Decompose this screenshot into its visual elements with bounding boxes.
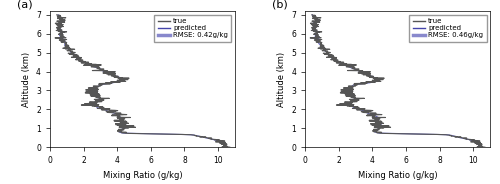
- Text: (a): (a): [16, 0, 32, 10]
- Text: (b): (b): [272, 0, 287, 10]
- Legend: true, predicted, RMSE: 0.46g/kg: true, predicted, RMSE: 0.46g/kg: [410, 15, 486, 42]
- Legend: true, predicted, RMSE: 0.42g/kg: true, predicted, RMSE: 0.42g/kg: [154, 15, 232, 42]
- X-axis label: Mixing Ratio (g/kg): Mixing Ratio (g/kg): [358, 171, 438, 180]
- Y-axis label: Altitude (km): Altitude (km): [22, 52, 30, 107]
- Y-axis label: Altitude (km): Altitude (km): [276, 52, 285, 107]
- X-axis label: Mixing Ratio (g/kg): Mixing Ratio (g/kg): [102, 171, 182, 180]
